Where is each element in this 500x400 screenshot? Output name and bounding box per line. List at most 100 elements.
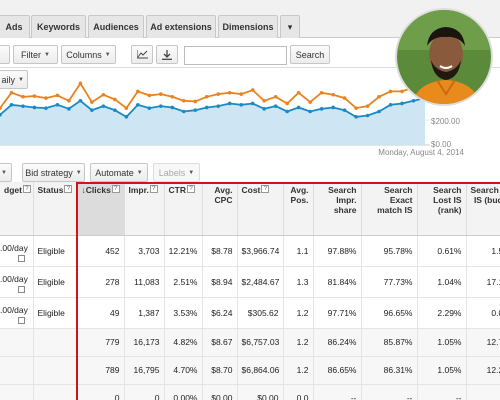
edit-icon[interactable] <box>18 285 25 293</box>
orange-series-point[interactable] <box>308 100 312 104</box>
blue-series-point[interactable] <box>21 104 25 108</box>
orange-series-point[interactable] <box>78 81 83 86</box>
blue-series-point[interactable] <box>159 104 163 108</box>
blue-series-point[interactable] <box>308 109 312 114</box>
blue-series-point[interactable] <box>9 103 14 107</box>
orange-series-point[interactable] <box>101 92 106 97</box>
edit-icon[interactable] <box>18 254 25 262</box>
blue-series-point[interactable] <box>32 105 37 110</box>
orange-series-point[interactable] <box>400 89 404 94</box>
orange-series-point[interactable] <box>204 94 209 99</box>
blue-series-point[interactable] <box>90 108 94 112</box>
orange-series-point[interactable] <box>159 92 163 96</box>
orange-series-point[interactable] <box>136 89 140 94</box>
orange-series-point[interactable] <box>124 106 129 110</box>
orange-series-point[interactable] <box>55 93 60 98</box>
column-header-cost[interactable]: Cost? <box>237 182 284 236</box>
orange-series-point[interactable] <box>250 88 255 92</box>
tab-ad-extensions[interactable]: Ad extensions <box>146 15 216 38</box>
edit-icon[interactable] <box>18 316 25 324</box>
tab-more[interactable]: ▾ <box>280 15 300 38</box>
chart-toggle-button[interactable] <box>131 45 153 64</box>
orange-series-point[interactable] <box>193 99 198 104</box>
blue-series-point[interactable] <box>262 107 266 111</box>
orange-series-point[interactable] <box>147 93 152 98</box>
column-header-budget[interactable]: dget? <box>0 182 34 236</box>
orange-series-point[interactable] <box>285 101 289 106</box>
orange-series-point[interactable] <box>377 94 381 99</box>
blue-series-point[interactable] <box>331 105 335 110</box>
orange-series-point[interactable] <box>354 106 358 110</box>
blue-series-point[interactable] <box>400 101 404 106</box>
tab-ads[interactable]: Ads <box>0 15 30 38</box>
blue-series-point[interactable] <box>78 98 83 103</box>
orange-series-point[interactable] <box>273 94 278 99</box>
blue-series-point[interactable] <box>285 109 289 114</box>
blue-series-point[interactable] <box>250 101 255 106</box>
blue-series-point[interactable] <box>296 105 301 110</box>
blue-series-point[interactable] <box>227 101 232 106</box>
help-icon[interactable]: ? <box>22 185 31 193</box>
blue-series-point[interactable] <box>170 105 175 110</box>
orange-series-point[interactable] <box>67 98 71 103</box>
blue-series-point[interactable] <box>273 104 278 108</box>
blue-series-point[interactable] <box>124 115 129 119</box>
column-header-search-lost-is-rank[interactable]: Search Lost IS (rank) <box>417 182 467 236</box>
blue-series-point[interactable] <box>342 108 347 112</box>
blue-series-point[interactable] <box>44 106 48 110</box>
orange-series-point[interactable] <box>170 94 175 99</box>
column-header-avg-cpc[interactable]: Avg. CPC <box>202 182 238 236</box>
blue-series-point[interactable] <box>0 113 2 117</box>
orange-series-point[interactable] <box>9 90 14 95</box>
blue-series-point[interactable] <box>67 107 71 111</box>
tab-audiences[interactable]: Audiences <box>88 15 144 38</box>
orange-series-point[interactable] <box>181 98 186 103</box>
labels-button[interactable]: Labels ▼ <box>153 163 200 182</box>
column-header-search-impr-share[interactable]: Search Impr. share <box>313 182 362 236</box>
blue-series-point[interactable] <box>411 98 416 103</box>
blue-series-point[interactable] <box>113 108 117 112</box>
column-header-status[interactable]: Status? <box>33 182 78 236</box>
orange-series-point[interactable] <box>331 92 335 97</box>
blue-series-point[interactable] <box>181 109 186 114</box>
budget-cell[interactable]: .00/day <box>0 266 34 298</box>
orange-series-point[interactable] <box>21 94 25 99</box>
orange-series-point[interactable] <box>319 90 324 95</box>
blue-series-point[interactable] <box>377 109 381 114</box>
column-header-impr[interactable]: Impr.? <box>124 182 165 236</box>
blue-series-point[interactable] <box>365 113 370 118</box>
blue-series-point[interactable] <box>319 107 324 111</box>
orange-series-point[interactable] <box>216 92 221 96</box>
orange-series-point[interactable] <box>239 92 244 96</box>
blue-series-point[interactable] <box>136 103 140 107</box>
bid-strategy-button[interactable]: Bid strategy ▼ <box>22 163 85 182</box>
blue-series-point[interactable] <box>354 115 358 119</box>
column-header-avg-pos[interactable]: Avg. Pos. <box>283 182 314 236</box>
download-button[interactable] <box>156 45 178 64</box>
automate-button[interactable]: Automate ▼ <box>90 163 148 182</box>
budget-cell[interactable]: .00/day <box>0 297 34 329</box>
partial-dropdown-button[interactable]: ▼ <box>0 163 12 182</box>
orange-series-point[interactable] <box>0 106 2 110</box>
search-input[interactable] <box>184 46 287 65</box>
orange-series-point[interactable] <box>365 104 370 108</box>
orange-series-point[interactable] <box>296 90 301 95</box>
column-header-search-exact-match-is[interactable]: Search Exact match IS <box>361 182 418 236</box>
help-icon[interactable]: ? <box>261 185 270 193</box>
blue-series-point[interactable] <box>147 106 152 110</box>
orange-series-point[interactable] <box>32 94 37 98</box>
blue-series-point[interactable] <box>216 104 221 108</box>
orange-series-point[interactable] <box>262 98 266 103</box>
daily-segment-button[interactable]: aily ▼ <box>0 70 28 89</box>
budget-cell[interactable]: .00/day <box>0 235 34 267</box>
partial-button[interactable] <box>0 45 10 64</box>
column-header-ctr[interactable]: CTR? <box>164 182 203 236</box>
tab-dimensions[interactable]: Dimensions <box>218 15 278 38</box>
search-button[interactable]: Search <box>290 45 330 64</box>
orange-series-point[interactable] <box>90 100 94 104</box>
blue-series-point[interactable] <box>193 108 198 112</box>
help-icon[interactable]: ? <box>149 185 158 193</box>
orange-series-point[interactable] <box>113 97 117 102</box>
orange-series-point[interactable] <box>44 96 48 100</box>
